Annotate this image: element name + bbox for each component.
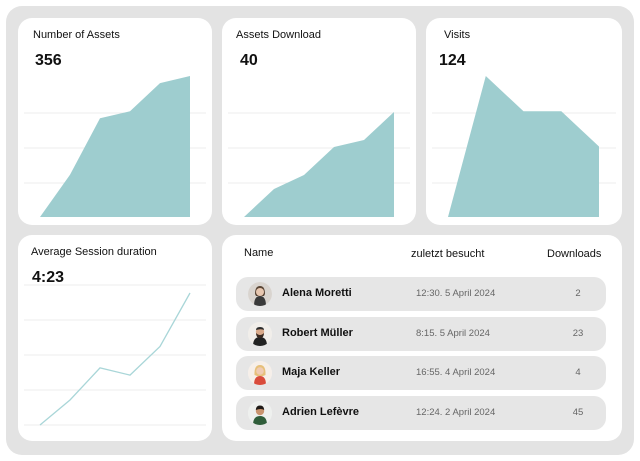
woman-avatar-icon [248, 282, 272, 306]
visitors-table-card: Name zuletzt besucht Downloads Alena Mor… [222, 235, 622, 441]
downloads-card[interactable]: Assets Download 40 [222, 18, 416, 225]
row-visited: 8:15. 5 April 2024 [416, 328, 490, 339]
column-header-name[interactable]: Name [244, 247, 274, 259]
row-name: Adrien Lefèvre [282, 406, 360, 418]
downloads-chart-area [244, 112, 394, 217]
row-name: Robert Müller [282, 327, 353, 339]
downloads-chart [228, 112, 410, 217]
man-avatar-icon [248, 401, 272, 425]
row-visited: 12:24. 2 April 2024 [416, 407, 496, 418]
session-card-title: Average Session duration [31, 246, 157, 258]
row-downloads: 4 [575, 367, 581, 378]
table-row[interactable]: Robert Müller 8:15. 5 April 2024 23 [236, 317, 606, 351]
row-name: Maja Keller [282, 366, 341, 378]
visits-card-value: 124 [439, 52, 466, 69]
visits-chart-area [448, 76, 599, 217]
column-header-visited[interactable]: zuletzt besucht [411, 248, 485, 260]
row-downloads: 45 [572, 407, 584, 418]
visits-chart [432, 76, 616, 217]
session-chart-line [39, 292, 191, 426]
session-chart [24, 284, 206, 426]
blonde-woman-avatar-icon [248, 361, 272, 385]
table-row[interactable]: Maja Keller 16:55. 4 April 2024 4 [236, 356, 606, 390]
row-downloads: 2 [575, 288, 581, 299]
visits-card-title: Visits [444, 29, 471, 41]
column-header-downloads[interactable]: Downloads [547, 248, 602, 260]
row-visited: 12:30. 5 April 2024 [416, 288, 496, 299]
assets-card-title: Number of Assets [33, 29, 120, 41]
downloads-card-title: Assets Download [236, 29, 321, 41]
session-card[interactable]: Average Session duration 4:23 [18, 235, 212, 441]
session-card-value: 4:23 [32, 269, 65, 286]
visits-card[interactable]: Visits 124 [426, 18, 622, 225]
row-name: Alena Moretti [282, 287, 352, 299]
assets-chart [24, 76, 206, 217]
row-visited: 16:55. 4 April 2024 [416, 367, 496, 378]
assets-chart-area [40, 76, 190, 217]
assets-card[interactable]: Number of Assets 356 [18, 18, 212, 225]
bearded-man-avatar-icon [248, 322, 272, 346]
table-row[interactable]: Adrien Lefèvre 12:24. 2 April 2024 45 [236, 396, 606, 430]
downloads-card-value: 40 [240, 52, 258, 69]
assets-card-value: 356 [35, 52, 62, 69]
row-downloads: 23 [572, 328, 584, 339]
table-row[interactable]: Alena Moretti 12:30. 5 April 2024 2 [236, 277, 606, 311]
